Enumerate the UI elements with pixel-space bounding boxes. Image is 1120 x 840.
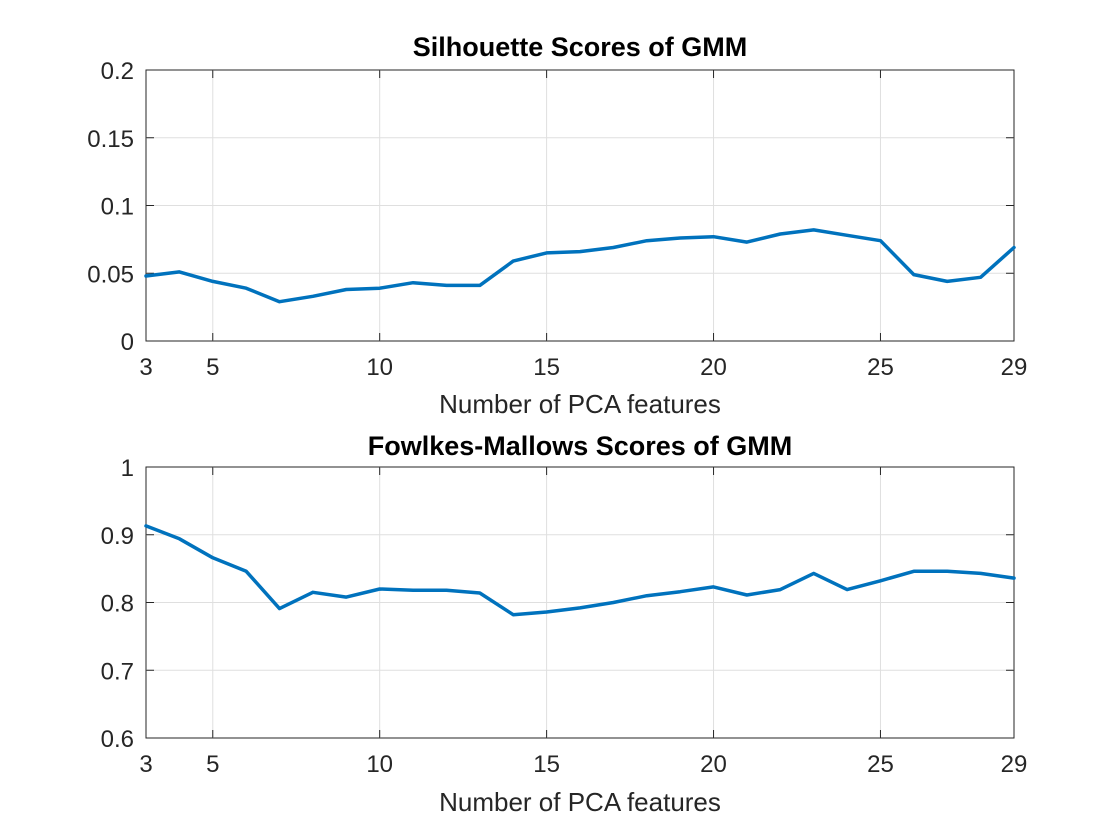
silhouette-chart-panel: 3 5 10 15 20 25 29 0 0.05 0.1 0.15 0.2 Silhouette Sc… (87, 32, 1027, 419)
fowlkes-mallows-x-tick-label: 25 (867, 751, 894, 778)
silhouette-x-tick-label: 20 (700, 354, 727, 381)
silhouette-y-tick-label: 0.2 (101, 58, 134, 85)
silhouette-y-tick-label: 0.1 (101, 194, 134, 221)
silhouette-x-axis-label: Number of PCA features (439, 389, 721, 419)
silhouette-y-tick-label: 0.15 (87, 126, 134, 153)
fowlkes-mallows-chart-title: Fowlkes-Mallows Scores of GMM (368, 431, 793, 461)
fowlkes-mallows-x-tick-label: 5 (206, 751, 219, 778)
silhouette-x-tick-label: 15 (533, 354, 560, 381)
fowlkes-mallows-y-tick-label: 0.8 (101, 591, 134, 618)
silhouette-x-tick-label: 29 (1001, 354, 1028, 381)
silhouette-x-tick-label: 3 (139, 354, 152, 381)
fowlkes-mallows-x-axis-label: Number of PCA features (439, 787, 721, 817)
fowlkes-mallows-y-tick-label: 1 (121, 455, 134, 482)
fowlkes-mallows-x-tick-label: 10 (366, 751, 393, 778)
fowlkes-mallows-x-tick-label: 15 (533, 751, 560, 778)
fowlkes-mallows-y-tick-label: 0.7 (101, 658, 134, 685)
fowlkes-mallows-chart-panel: 3 5 10 15 20 25 29 0.6 0.7 0.8 0.9 1 Fowlkes-Mallows… (101, 431, 1028, 817)
fowlkes-mallows-series-line (144, 524, 1016, 617)
fowlkes-mallows-y-tick-label: 0.9 (101, 523, 134, 550)
silhouette-y-tick-label: 0.05 (87, 261, 134, 288)
silhouette-x-tick-label: 10 (366, 354, 393, 381)
fowlkes-mallows-x-tick-label: 3 (139, 751, 152, 778)
silhouette-y-tick-label: 0 (121, 329, 134, 356)
silhouette-chart-title: Silhouette Scores of GMM (413, 32, 748, 62)
silhouette-x-tick-label: 5 (206, 354, 219, 381)
fowlkes-mallows-y-tick-label: 0.6 (101, 726, 134, 753)
silhouette-series-line (144, 228, 1016, 304)
fowlkes-mallows-x-tick-label: 29 (1001, 751, 1028, 778)
silhouette-x-tick-label: 25 (867, 354, 894, 381)
fowlkes-mallows-x-tick-label: 20 (700, 751, 727, 778)
